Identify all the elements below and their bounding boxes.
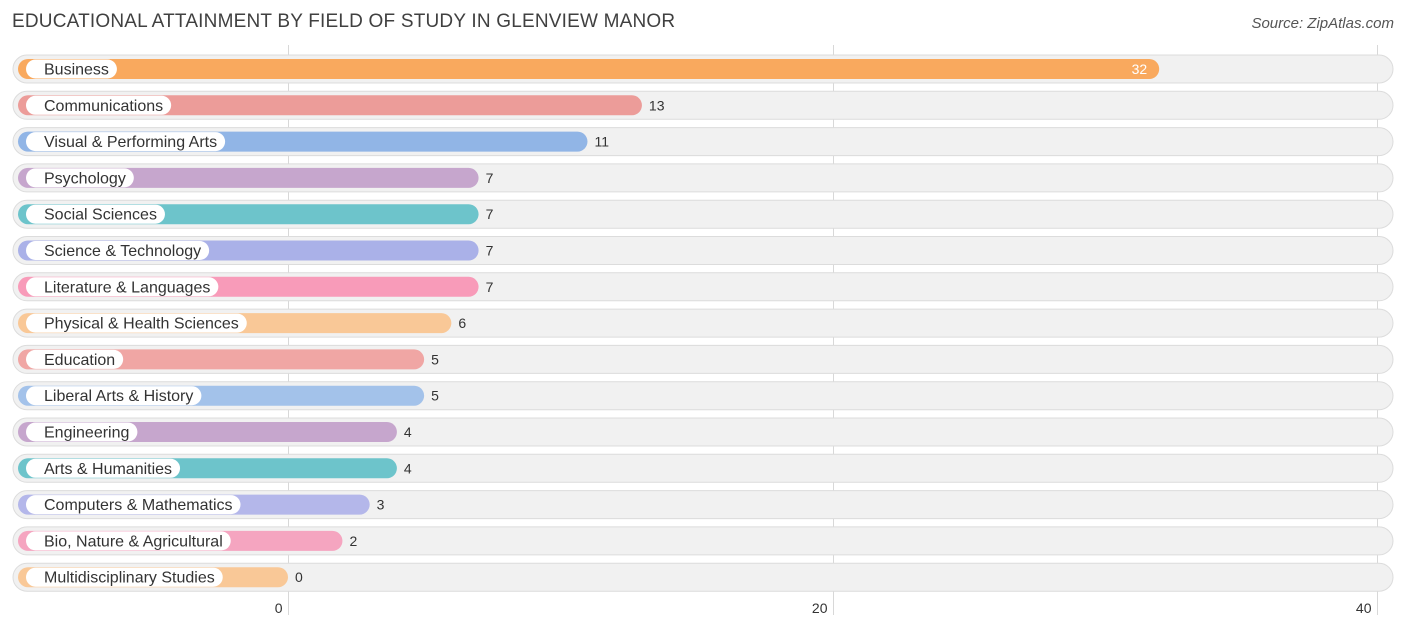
category-label-pill <box>26 277 219 297</box>
bar-row: Visual & Performing Arts 11 <box>12 127 1394 157</box>
category-label-pill <box>26 313 247 333</box>
chart-title: EDUCATIONAL ATTAINMENT BY FIELD OF STUDY… <box>12 11 676 32</box>
category-label: Visual & Performing Arts <box>44 134 217 151</box>
category-label: Liberal Arts & History <box>44 388 193 405</box>
bar-row: Science & Technology 7 <box>12 236 1394 265</box>
bar <box>18 95 642 116</box>
value-label: 3 <box>377 497 385 513</box>
value-label: 5 <box>431 388 439 404</box>
source-note: Source: ZipAtlas.com <box>1251 15 1394 32</box>
category-label-pill <box>26 95 172 115</box>
category-label: Multidisciplinary Studies <box>44 570 215 587</box>
value-label: 0 <box>295 569 303 585</box>
category-label-pill <box>26 495 241 515</box>
value-label: 7 <box>486 206 494 222</box>
category-label-pill <box>26 168 134 188</box>
value-label: 6 <box>458 315 466 331</box>
row-background <box>12 526 1394 556</box>
category-label-pill <box>26 59 117 79</box>
value-label: 13 <box>649 97 665 113</box>
bar <box>18 167 479 188</box>
bar-row: Literature & Languages 7 <box>12 272 1394 302</box>
category-label: Social Sciences <box>44 207 157 224</box>
category-label: Business <box>44 62 109 79</box>
value-label: 7 <box>486 243 494 259</box>
category-label: Computers & Mathematics <box>44 497 233 514</box>
category-label: Psychology <box>44 170 126 187</box>
x-tick-label: 20 <box>812 600 828 616</box>
bar-row: Multidisciplinary Studies 0 <box>12 562 1394 592</box>
bar <box>18 59 1160 79</box>
bar-row: Education 5 <box>12 344 1394 374</box>
category-label: Bio, Nature & Agricultural <box>44 533 223 550</box>
category-label: Engineering <box>44 425 129 442</box>
category-label-pill <box>26 349 124 369</box>
x-tick-label: 0 <box>275 600 283 616</box>
value-label: 5 <box>431 351 439 367</box>
bar-row: Physical & Health Sciences 6 <box>12 308 1394 338</box>
value-label: 4 <box>404 424 412 440</box>
ticks-layer: 0 20 40 <box>275 600 1372 616</box>
bar-row: Liberal Arts & History 5 <box>12 381 1394 411</box>
bar-row: Communications 13 <box>12 90 1394 120</box>
bar-row: Computers & Mathematics 3 <box>12 490 1394 520</box>
category-label-pill <box>26 567 223 587</box>
category-label: Science & Technology <box>44 243 201 260</box>
category-label: Communications <box>44 98 163 115</box>
value-label: 32 <box>1132 61 1148 77</box>
category-label-pill <box>26 204 165 224</box>
x-tick-label: 40 <box>1356 600 1372 616</box>
value-label: 7 <box>486 170 494 186</box>
bar-row: Arts & Humanities 4 <box>12 453 1394 483</box>
value-label: 4 <box>404 460 412 476</box>
category-label-pill <box>26 386 202 406</box>
bar-row: Social Sciences 7 <box>12 199 1394 229</box>
category-label-pill <box>26 531 231 551</box>
category-label: Arts & Humanities <box>44 461 172 478</box>
bar-row: Psychology 7 <box>12 163 1394 193</box>
row-background <box>12 562 1394 592</box>
category-label: Literature & Languages <box>44 279 210 296</box>
bar-row: Business 32 <box>12 54 1394 84</box>
category-label: Physical & Health Sciences <box>44 316 239 333</box>
category-label-pill <box>26 422 138 442</box>
bar-row: Engineering 4 <box>12 417 1394 447</box>
value-label: 2 <box>349 533 357 549</box>
category-label-pill <box>26 132 226 152</box>
bar-row: Bio, Nature & Agricultural 2 <box>12 526 1394 556</box>
category-label-pill <box>26 241 210 260</box>
value-label: 11 <box>594 134 609 150</box>
category-label-pill <box>26 458 181 478</box>
value-label: 7 <box>486 279 494 295</box>
category-label: Education <box>44 352 115 369</box>
